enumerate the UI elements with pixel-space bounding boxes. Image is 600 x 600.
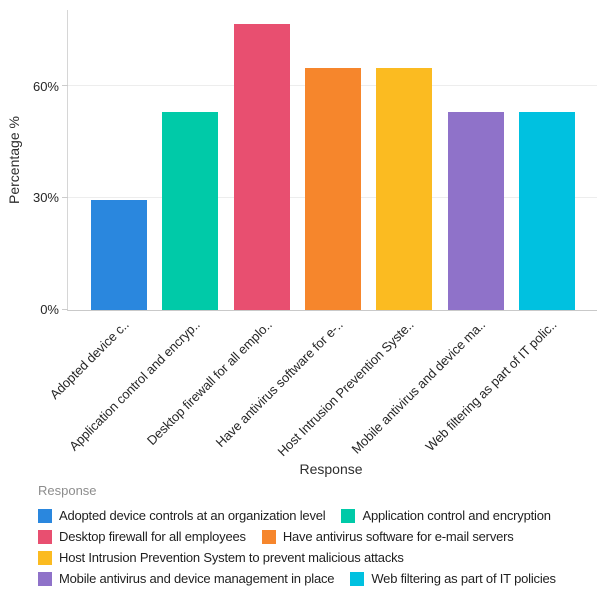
legend-item[interactable]: Host Intrusion Prevention System to prev… [38, 550, 404, 565]
legend-item-label: Adopted device controls at an organizati… [59, 508, 326, 523]
legend-item-label: Desktop firewall for all employees [59, 529, 246, 544]
legend-row: Desktop firewall for all employees Have a… [38, 529, 594, 544]
legend-item-label: Application control and encryption [362, 508, 551, 523]
legend-swatch-icon [38, 571, 52, 586]
y-tick-mark [62, 85, 68, 86]
legend-swatch-icon [261, 529, 276, 544]
legend-item-label: Host Intrusion Prevention System to prev… [59, 550, 404, 565]
bar[interactable] [234, 24, 290, 310]
legend-item[interactable]: Desktop firewall for all employees [38, 529, 246, 544]
legend-swatch-icon [350, 571, 365, 586]
bar[interactable] [162, 112, 218, 310]
y-tick-label: 60% [32, 79, 59, 94]
x-tick-label-text: Desktop firewall for all emplo.. [143, 317, 275, 448]
legend-item[interactable]: Web filtering as part of IT policies [350, 571, 556, 586]
legend-row: Host Intrusion Prevention System to prev… [38, 550, 594, 565]
legend-title: Response [38, 483, 97, 498]
legend: Response Adopted device controls at an o… [38, 483, 594, 592]
x-tick-label-text: Have antivirus software for e-.. [212, 317, 346, 451]
legend-item-label: Have antivirus software for e-mail serve… [282, 529, 514, 544]
x-tick-label-text: Application control and encryp.. [66, 317, 203, 454]
legend-item-label: Mobile antivirus and device management i… [59, 571, 335, 586]
x-tick-label-text: Host Intrusion Prevention Syste.. [274, 317, 417, 460]
plot-area [62, 10, 597, 311]
legend-swatch-icon [38, 550, 52, 565]
y-tick-mark [62, 309, 68, 310]
legend-row: Adopted device controls at an organizati… [38, 508, 594, 523]
y-tick-label: 0% [40, 302, 59, 317]
bar[interactable] [305, 68, 361, 310]
bar[interactable] [448, 112, 504, 310]
legend-item[interactable]: Have antivirus software for e-mail serve… [261, 529, 514, 544]
bar[interactable] [376, 68, 432, 310]
legend-item[interactable]: Adopted device controls at an organizati… [38, 508, 326, 523]
x-tick-label-text: Mobile antivirus and device ma.. [348, 317, 489, 457]
legend-row: Mobile antivirus and device management i… [38, 571, 594, 586]
legend-swatch-icon [38, 529, 52, 544]
legend-item[interactable]: Mobile antivirus and device management i… [38, 571, 335, 586]
legend-swatch-icon [341, 508, 356, 523]
legend-item-label: Web filtering as part of IT policies [371, 571, 556, 586]
y-tick-label: 30% [32, 190, 59, 205]
legend-item[interactable]: Application control and encryption [341, 508, 551, 523]
x-axis-title: Response [299, 461, 363, 477]
bar[interactable] [91, 200, 147, 310]
legend-swatch-icon [38, 508, 52, 523]
x-tick-label-text: Web filtering as part of IT polic.. [422, 317, 560, 455]
bar[interactable] [519, 112, 575, 310]
y-tick-mark [62, 197, 68, 198]
